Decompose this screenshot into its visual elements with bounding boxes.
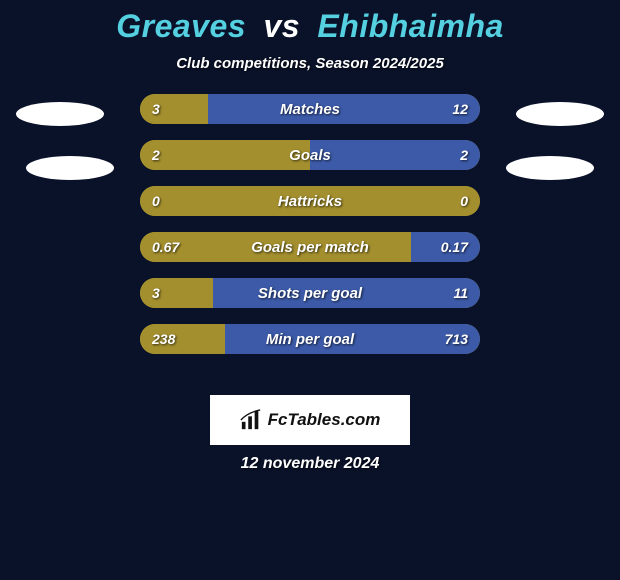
stat-name: Hattricks [140, 186, 480, 216]
stat-right-value: 2 [448, 140, 480, 170]
vs-text: vs [263, 8, 300, 44]
stat-row: Goals2 2 [140, 140, 480, 170]
stat-left-value: 3 [140, 94, 172, 124]
decoration-ellipse [16, 102, 104, 126]
chart-area: Matches312Goals22Hattricks00Goals per ma… [0, 102, 620, 372]
stat-right-value: 0.17 [429, 232, 480, 262]
logo-text: FcTables.com [268, 410, 381, 430]
stat-name: Goals [140, 140, 480, 170]
stat-left-value: 2 [140, 140, 172, 170]
player2-name: Ehibhaimha [317, 8, 503, 44]
stat-name: Shots per goal [140, 278, 480, 308]
decoration-ellipse [506, 156, 594, 180]
stat-row: Hattricks0 0 [140, 186, 480, 216]
stat-right-value: 11 [441, 278, 480, 308]
stat-row: Min per goal238 713 [140, 324, 480, 354]
player1-name: Greaves [116, 8, 246, 44]
stat-right-value: 0 [448, 186, 480, 216]
stat-left-value: 0 [140, 186, 172, 216]
stat-left-value: 0.67 [140, 232, 191, 262]
stat-row: Matches3 12 [140, 94, 480, 124]
decoration-ellipse [26, 156, 114, 180]
stat-left-value: 238 [140, 324, 187, 354]
stat-row: Goals per match0.670.17 [140, 232, 480, 262]
decoration-ellipse [516, 102, 604, 126]
stat-row: Shots per goal3 11 [140, 278, 480, 308]
stat-name: Matches [140, 94, 480, 124]
stat-name: Min per goal [140, 324, 480, 354]
stat-right-value: 713 [433, 324, 480, 354]
subtitle: Club competitions, Season 2024/2025 [0, 55, 620, 72]
stat-bars: Matches312Goals22Hattricks00Goals per ma… [140, 94, 480, 370]
stat-left-value: 3 [140, 278, 172, 308]
logo-box: FcTables.com [210, 395, 410, 445]
chart-icon [240, 409, 262, 431]
stat-right-value: 12 [440, 94, 480, 124]
comparison-title: Greaves vs Ehibhaimha [0, 0, 620, 45]
date-text: 12 november 2024 [0, 455, 620, 473]
